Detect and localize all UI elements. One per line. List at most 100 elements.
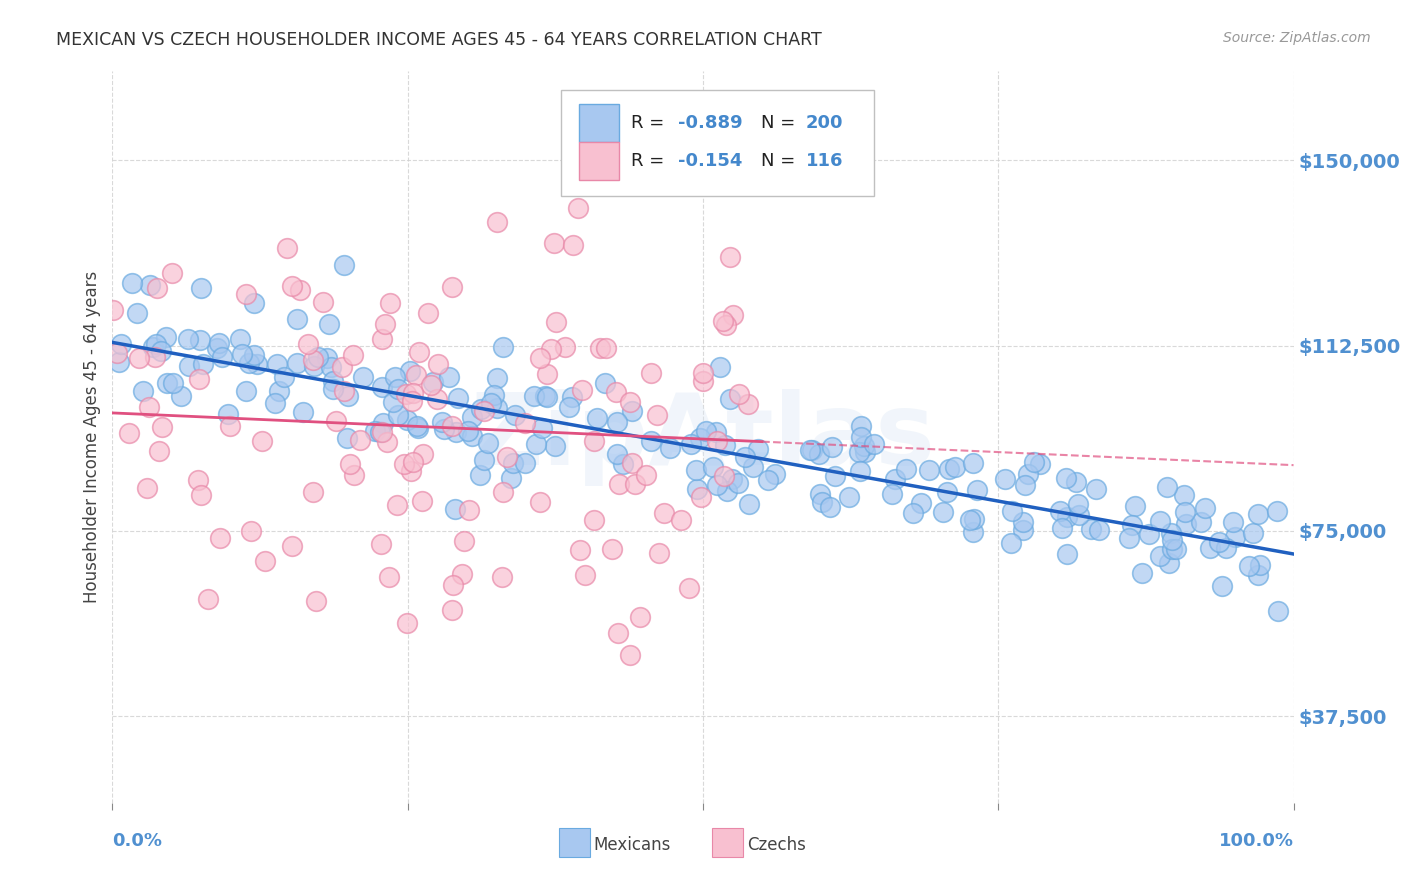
Point [492, 340, 515, 354]
Point [398, 364, 420, 378]
Point [714, 438, 737, 452]
Point [910, 496, 932, 510]
Point [737, 397, 759, 411]
Point [1267, 604, 1289, 618]
Point [491, 570, 513, 584]
Point [145, 336, 167, 351]
Text: -0.889: -0.889 [678, 114, 742, 132]
Point [1265, 504, 1288, 518]
Point [966, 483, 988, 497]
Point [849, 464, 872, 478]
Point [513, 456, 536, 470]
Point [932, 506, 955, 520]
Text: 200: 200 [806, 114, 844, 132]
Point [138, 278, 160, 293]
Point [170, 389, 193, 403]
Point [536, 390, 558, 404]
Point [690, 490, 713, 504]
Point [375, 434, 398, 449]
Point [1056, 510, 1078, 524]
Point [1249, 558, 1271, 572]
Point [485, 371, 508, 385]
Point [574, 567, 596, 582]
Point [1174, 505, 1197, 519]
Point [176, 332, 198, 346]
Point [1175, 516, 1198, 531]
Point [562, 238, 585, 252]
Point [155, 330, 177, 344]
Point [382, 395, 405, 409]
Point [156, 376, 179, 390]
Point [453, 533, 475, 548]
Point [235, 287, 257, 301]
Point [468, 467, 491, 482]
Point [1160, 525, 1182, 540]
Point [302, 353, 325, 368]
Point [1130, 566, 1153, 581]
Point [482, 387, 505, 401]
Point [1173, 488, 1195, 502]
Point [297, 336, 319, 351]
Point [371, 333, 394, 347]
Point [125, 306, 148, 320]
Point [1247, 567, 1270, 582]
Text: Mexicans: Mexicans [593, 836, 671, 855]
Point [337, 389, 360, 403]
Point [1246, 507, 1268, 521]
Point [621, 456, 644, 470]
Point [374, 317, 396, 331]
Point [242, 348, 264, 362]
Point [659, 441, 682, 455]
Point [685, 463, 707, 477]
Point [689, 432, 711, 446]
Point [451, 566, 474, 581]
Point [384, 369, 406, 384]
Point [243, 296, 266, 310]
Point [491, 485, 513, 500]
Point [378, 569, 401, 583]
Point [188, 372, 211, 386]
Point [1159, 556, 1181, 570]
Point [884, 472, 907, 486]
Point [333, 384, 356, 399]
Point [197, 592, 219, 607]
Point [485, 401, 508, 415]
Point [704, 425, 727, 439]
Point [246, 358, 269, 372]
Point [179, 359, 201, 374]
Point [1056, 547, 1078, 561]
Point [721, 472, 744, 486]
Point [607, 477, 630, 491]
Point [128, 351, 150, 366]
Point [408, 344, 430, 359]
Point [187, 474, 209, 488]
Point [240, 524, 263, 538]
Point [322, 382, 344, 396]
Point [1029, 457, 1052, 471]
Point [281, 279, 304, 293]
Point [853, 439, 876, 453]
Point [302, 485, 325, 500]
Point [457, 503, 479, 517]
Point [713, 469, 735, 483]
Point [325, 413, 347, 427]
Point [162, 376, 184, 390]
Point [863, 437, 886, 451]
Point [1161, 542, 1184, 557]
Point [645, 408, 668, 422]
Point [1237, 558, 1260, 573]
FancyBboxPatch shape [579, 143, 619, 180]
Point [441, 418, 464, 433]
Point [316, 351, 339, 365]
Point [235, 384, 257, 398]
Point [457, 424, 479, 438]
Point [896, 462, 918, 476]
Point [121, 276, 143, 290]
Point [709, 360, 731, 375]
Point [330, 359, 353, 374]
Point [1017, 467, 1039, 482]
Point [1022, 455, 1045, 469]
Point [190, 281, 212, 295]
Point [623, 477, 645, 491]
Point [370, 537, 392, 551]
